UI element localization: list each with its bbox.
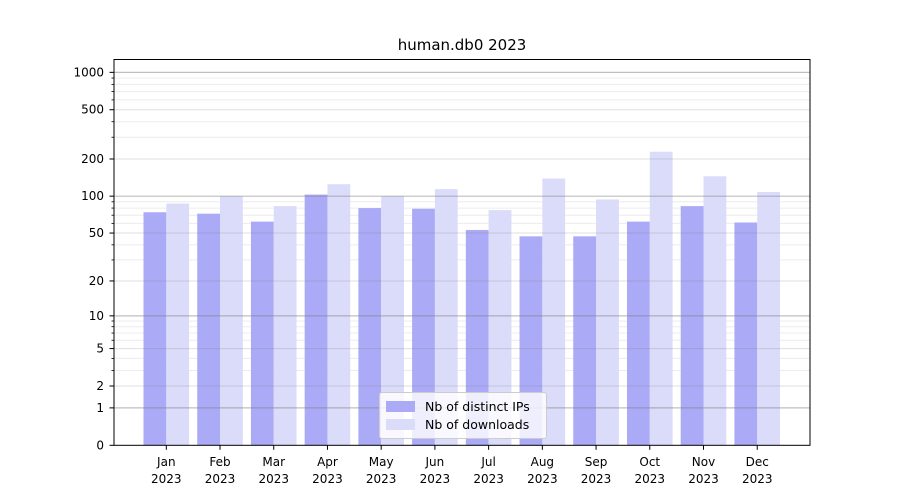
x-tick-label-year: 2023 bbox=[258, 472, 289, 486]
y-tick-label: 500 bbox=[81, 103, 104, 117]
bar-distinct-ips-sep bbox=[573, 236, 597, 446]
legend-swatch-distinct-ips bbox=[386, 400, 415, 412]
y-tick-label: 200 bbox=[81, 152, 104, 166]
x-tick-label-month: Jun bbox=[425, 455, 445, 469]
y-tick-label: 5 bbox=[96, 342, 104, 356]
bar-distinct-ips-jan bbox=[143, 212, 167, 446]
x-tick-label-year: 2023 bbox=[635, 472, 666, 486]
bar-distinct-ips-may bbox=[358, 208, 382, 446]
y-tick-label: 10 bbox=[89, 309, 104, 323]
legend-swatch-downloads bbox=[386, 419, 415, 431]
bar-distinct-ips-oct bbox=[626, 221, 650, 446]
bar-downloads-dec bbox=[757, 192, 781, 446]
legend: Nb of distinct IPs Nb of downloads bbox=[379, 392, 547, 439]
y-tick-label: 20 bbox=[89, 274, 104, 288]
x-tick-label-month: Feb bbox=[209, 455, 230, 469]
y-tick-label: 0 bbox=[96, 438, 104, 452]
x-tick-label-month: Apr bbox=[317, 455, 338, 469]
x-tick-label-year: 2023 bbox=[473, 472, 504, 486]
x-tick-label-year: 2023 bbox=[742, 472, 773, 486]
bar-distinct-ips-jul bbox=[465, 229, 489, 446]
bar-distinct-ips-apr bbox=[304, 194, 328, 446]
x-tick-label-month: Aug bbox=[531, 455, 554, 469]
bar-distinct-ips-nov bbox=[680, 206, 704, 446]
x-tick-label-year: 2023 bbox=[312, 472, 343, 486]
x-tick-label-year: 2023 bbox=[581, 472, 612, 486]
legend-label-distinct-ips: Nb of distinct IPs bbox=[425, 398, 530, 414]
x-tick-label-month: May bbox=[369, 455, 394, 469]
x-tick-label-year: 2023 bbox=[205, 472, 236, 486]
y-tick-label: 2 bbox=[96, 379, 104, 393]
bar-downloads-sep bbox=[596, 199, 619, 446]
legend-item-distinct-ips: Nb of distinct IPs bbox=[386, 397, 539, 415]
chart-title: human.db0 2023 bbox=[397, 36, 527, 54]
x-tick-label-year: 2023 bbox=[688, 472, 719, 486]
bar-downloads-jan bbox=[166, 203, 190, 446]
x-tick-label-year: 2023 bbox=[151, 472, 182, 486]
x-tick-label-month: Oct bbox=[639, 455, 660, 469]
x-tick-label-year: 2023 bbox=[366, 472, 397, 486]
bar-downloads-nov bbox=[703, 176, 727, 446]
bar-downloads-apr bbox=[327, 184, 351, 446]
x-tick-label-month: Dec bbox=[746, 455, 769, 469]
bar-distinct-ips-feb bbox=[197, 213, 221, 446]
x-tick-label-year: 2023 bbox=[527, 472, 558, 486]
bar-downloads-feb bbox=[220, 196, 243, 446]
bar-downloads-jun bbox=[434, 189, 458, 446]
bar-downloads-aug bbox=[542, 178, 566, 446]
y-tick-label: 1 bbox=[96, 401, 104, 415]
bar-downloads-jul bbox=[488, 210, 512, 446]
y-tick-label: 1000 bbox=[73, 65, 104, 79]
x-tick-label-month: Nov bbox=[692, 455, 715, 469]
bar-downloads-mar bbox=[273, 206, 297, 446]
bar-downloads-oct bbox=[649, 151, 673, 446]
bar-distinct-ips-dec bbox=[734, 222, 758, 446]
legend-item-downloads: Nb of downloads bbox=[386, 416, 539, 434]
x-tick-label-month: Mar bbox=[262, 455, 285, 469]
y-tick-label: 50 bbox=[89, 226, 104, 240]
x-tick-label-month: Jul bbox=[480, 455, 495, 469]
y-tick-label: 100 bbox=[81, 189, 104, 203]
plot-border bbox=[113, 59, 811, 446]
bar-distinct-ips-mar bbox=[250, 221, 274, 446]
legend-label-downloads: Nb of downloads bbox=[425, 417, 530, 433]
x-tick-label-month: Sep bbox=[585, 455, 608, 469]
x-tick-label-year: 2023 bbox=[420, 472, 451, 486]
bar-downloads-may bbox=[381, 196, 404, 446]
bar-distinct-ips-jun bbox=[412, 208, 435, 446]
x-tick-label-month: Jan bbox=[156, 455, 176, 469]
